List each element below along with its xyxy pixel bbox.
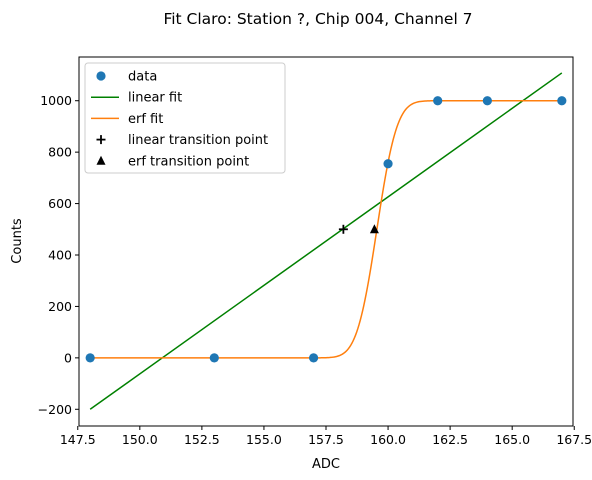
data-point [482,96,492,106]
legend-item: linear fit [91,91,182,106]
x-tick-label: 160.0 [370,432,406,447]
y-tick-label: 800 [48,145,72,160]
data-point [209,353,219,363]
x-tick-label: 155.0 [246,432,282,447]
plot-area [85,72,567,410]
y-axis-label: Counts [10,218,25,264]
y-tick-label: 400 [48,248,72,263]
y-tick-label: 600 [48,196,72,211]
legend-marker [96,135,106,145]
x-tick-label: 157.5 [308,432,344,447]
y-tick-label: −200 [38,402,72,417]
legend-label: erf transition point [128,154,249,169]
legend-marker [96,155,106,165]
x-axis: 147.5 150.0 152.5 155.0 157.5 160.0 162.5 165.0… [60,426,592,447]
legend-marker [96,71,106,81]
series-data [85,96,567,363]
legend-item: erf fit [91,112,163,127]
legend-label: data [128,70,157,85]
x-tick-label: 162.5 [432,432,468,447]
legend-label: linear transition point [128,133,268,148]
x-tick-label: 167.5 [556,432,592,447]
data-point [557,96,567,106]
legend-item: erf transition point [96,154,249,169]
legend-label: erf fit [128,112,163,127]
series-linear-fit [89,72,563,410]
series-linear-transition-point [338,224,348,234]
legend: data linear fit erf fit linear transition p… [84,62,286,174]
legend-label: linear fit [128,91,182,106]
y-axis: −200 0 200 400 600 800 1000 [38,93,79,417]
y-tick-label: 0 [64,350,72,365]
y-tick-label: 1000 [40,93,72,108]
x-tick-label: 150.0 [122,432,158,447]
x-tick-label: 147.5 [60,432,96,447]
linear-transition-point-point [338,224,348,234]
data-point [308,353,319,363]
x-tick-label: 165.0 [494,432,530,447]
x-tick-label: 152.5 [184,432,220,447]
erf-transition-point-point [369,224,379,234]
data-point [383,159,393,169]
legend-box [84,62,286,174]
x-axis-label: ADC [312,457,340,472]
data-point [433,96,443,106]
series-erf-transition-point [369,224,379,234]
data-point [85,353,95,363]
chart-title: Fit Claro: Station ?, Chip 004, Channel … [163,10,472,28]
y-tick-label: 200 [48,299,72,314]
legend-item: data [96,70,157,85]
legend-item: linear transition point [96,133,268,148]
